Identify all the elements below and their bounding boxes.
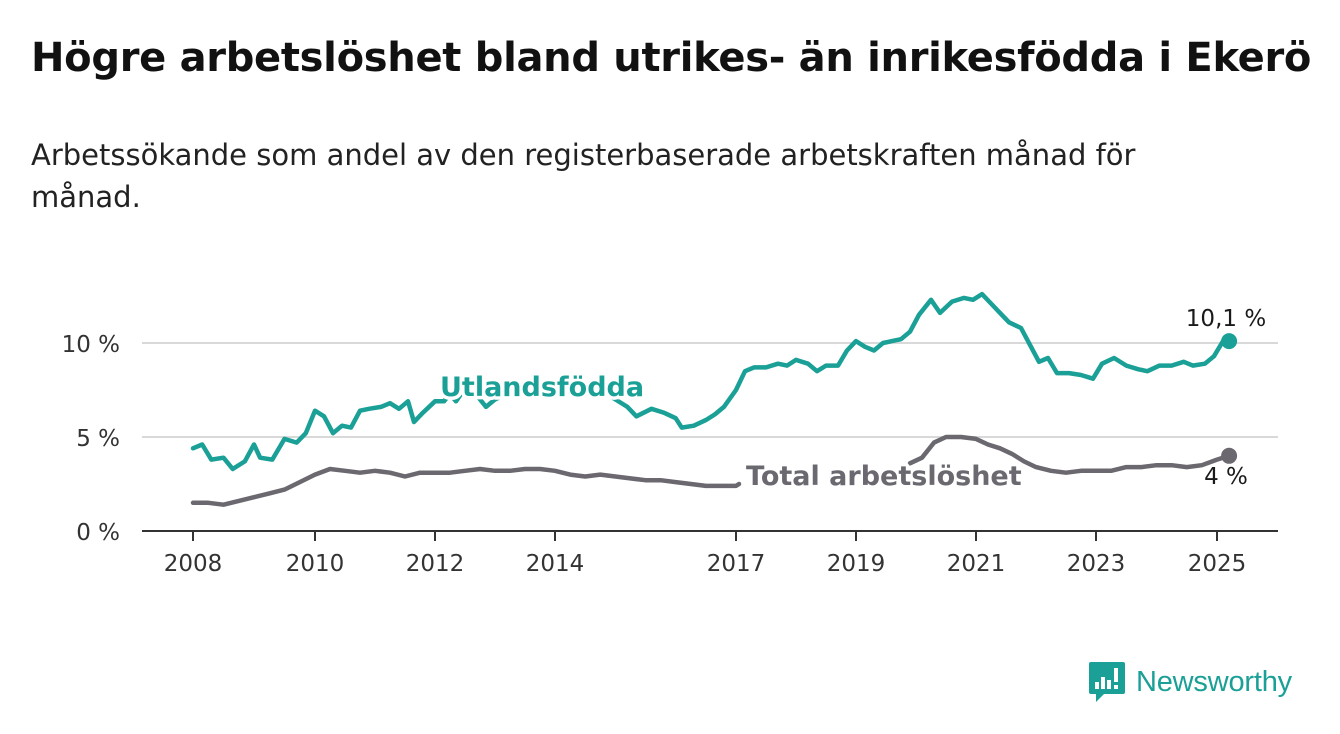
series-line-utlandsfödda (594, 291, 1232, 430)
end-label-utlandsfodda: 10,1 % (1186, 306, 1266, 332)
end-point-total (1221, 447, 1238, 464)
brand-logo: Newsworthy (1088, 660, 1292, 704)
x-tick-label: 2017 (707, 551, 766, 577)
x-tick-label: 2023 (1067, 551, 1126, 577)
series-label-utlandsfodda: Utlandsfödda (440, 372, 644, 403)
brand-name: Newsworthy (1136, 665, 1292, 698)
series-line-utlandsfödda (190, 385, 543, 472)
y-tick-label: 5 % (76, 426, 120, 452)
x-tick-label: 2010 (286, 551, 345, 577)
y-tick-label: 0 % (76, 520, 120, 546)
series-line-total-arbetslöshet (190, 466, 742, 507)
x-tick-label: 2014 (526, 551, 585, 577)
newsworthy-logo-icon (1089, 662, 1125, 702)
y-tick-label: 10 % (62, 332, 120, 358)
chart-title: Högre arbetslöshet bland utrikes- än inr… (31, 35, 1312, 81)
chart-subtitle: Arbetssökande som andel av den registerb… (31, 138, 1136, 214)
x-tick-label: 2008 (164, 551, 223, 577)
end-label-total: 4 % (1204, 464, 1248, 490)
x-tick-label: 2021 (947, 551, 1006, 577)
series-line-total-arbetslöshet (907, 434, 1232, 475)
x-tick-label: 2012 (406, 551, 465, 577)
x-tick-label: 2025 (1188, 551, 1247, 577)
end-point-utlandsfodda (1221, 333, 1238, 350)
x-tick-label: 2019 (827, 551, 886, 577)
series-label-total: Total arbetslöshet (746, 461, 1022, 492)
